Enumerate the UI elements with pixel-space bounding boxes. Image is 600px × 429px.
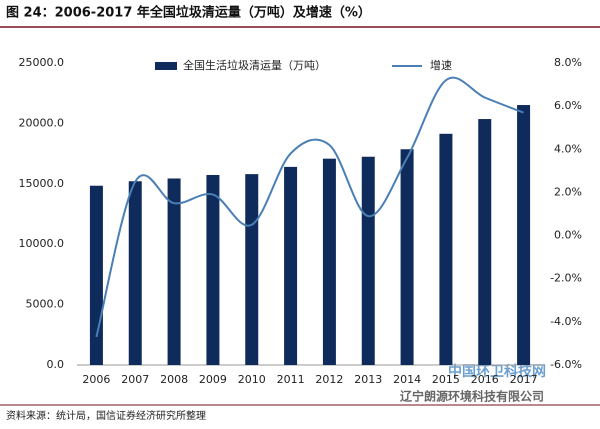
x-tick-label: 2007 [121, 373, 149, 386]
y2-tick-label: 6.0% [554, 99, 582, 112]
legend-swatch [155, 62, 177, 70]
x-tick-label: 2009 [199, 373, 227, 386]
x-tick-label: 2010 [238, 373, 266, 386]
x-tick-label: 2013 [354, 373, 382, 386]
x-tick-label: 2017 [510, 373, 538, 386]
bar [284, 166, 298, 365]
y2-tick-label: -4.0% [550, 315, 582, 328]
watermark: 辽宁朗源环境科技有限公司 [400, 389, 544, 404]
x-tick-label: 2016 [471, 373, 499, 386]
x-tick-label: 2008 [160, 373, 188, 386]
y2-tick-label: 2.0% [554, 185, 582, 198]
bar [439, 133, 453, 365]
y-tick-label: 5000.0 [26, 298, 65, 311]
bar [478, 119, 492, 365]
y2-tick-label: -6.0% [550, 358, 582, 371]
bar [245, 174, 259, 365]
y2-tick-label: 4.0% [554, 142, 582, 155]
x-tick-label: 2015 [432, 373, 460, 386]
x-tick-label: 2006 [82, 373, 110, 386]
watermark: 中国环卫科技网 [448, 363, 546, 380]
y-tick-label: 0.0 [47, 358, 65, 371]
bar [167, 178, 181, 365]
line [95, 76, 524, 338]
bar [517, 105, 531, 366]
legend-label: 增速 [430, 58, 452, 72]
legend-label: 全国生活垃圾清运量（万吨） [183, 58, 326, 72]
bar [400, 149, 414, 365]
bar [128, 181, 142, 365]
chart-title: 图 24：2006-2017 年全国垃圾清运量（万吨）及增速（%） [6, 5, 371, 21]
y2-tick-label: 8.0% [554, 56, 582, 69]
y-tick-label: 20000.0 [19, 116, 65, 129]
bar [206, 174, 220, 365]
bar [322, 158, 336, 365]
bar [361, 156, 375, 365]
y-tick-label: 15000.0 [19, 177, 65, 190]
bar [89, 185, 103, 365]
y-tick-label: 25000.0 [19, 56, 65, 69]
y2-tick-label: -2.0% [550, 272, 582, 285]
x-tick-label: 2011 [277, 373, 305, 386]
y-tick-label: 10000.0 [19, 237, 65, 250]
x-tick-label: 2014 [393, 373, 421, 386]
source-note: 资料来源：统计局，国信证券经济研究所整理 [6, 409, 206, 422]
y2-tick-label: 0.0% [554, 229, 582, 242]
x-tick-label: 2012 [315, 373, 343, 386]
